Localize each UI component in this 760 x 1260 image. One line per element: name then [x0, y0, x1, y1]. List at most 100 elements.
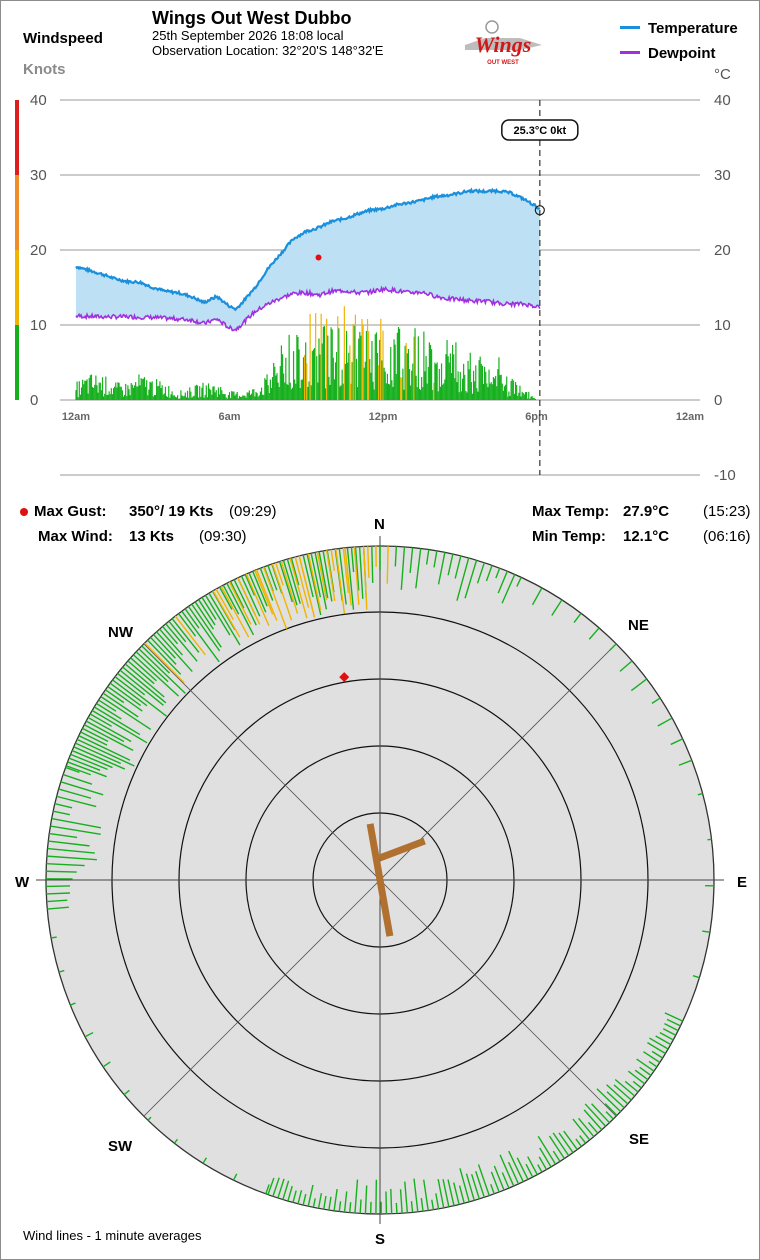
min-temp-value-text: 12.1°C [623, 528, 670, 545]
wind-direction-tick [648, 1060, 658, 1068]
wind-direction-tick [338, 548, 347, 605]
wind-direction-tick [649, 1037, 669, 1050]
wind-direction-tick [692, 975, 700, 979]
wind-direction-tick [433, 550, 438, 568]
wind-direction-tick [552, 1150, 561, 1162]
wind-direction-tick [87, 716, 132, 743]
y-right-tick-label: 40 [714, 92, 731, 109]
wind-direction-tick [596, 1088, 622, 1113]
wind-direction-tick [290, 557, 300, 586]
wind-direction-tick [584, 1103, 607, 1127]
compass-se: SE [629, 1131, 650, 1148]
x-tick-label: 12am [676, 411, 704, 423]
x-tick-label: 12am [62, 411, 90, 423]
wind-direction-tick [310, 553, 322, 598]
dewpoint-swatch [620, 50, 640, 54]
wind-direction-tick [47, 906, 69, 910]
wind-direction-tick [171, 618, 200, 653]
max-gust-value-text: 350°/ 19 Kts [129, 503, 214, 520]
wind-direction-tick [58, 788, 92, 799]
wind-direction-tick [551, 599, 563, 616]
wind-direction-tick [664, 1023, 679, 1032]
wind-direction-tick [237, 577, 261, 625]
compass-w: W [15, 874, 30, 891]
current-readout-box [501, 119, 579, 141]
wind-direction-tick [255, 569, 278, 621]
wind-direction-tick [333, 1188, 338, 1211]
wind-direction-tick [254, 570, 274, 615]
wind-direction-tick [655, 1035, 672, 1046]
wind-direction-tick [575, 1138, 583, 1147]
wind-direction-tick [187, 606, 221, 652]
min-temp-time: (06:16) [703, 528, 751, 545]
wind-direction-tick [344, 547, 352, 606]
wind-direction-tick [282, 560, 298, 606]
compass-n: N [374, 516, 385, 533]
wind-direction-tick [46, 862, 85, 867]
wind-direction-tick [316, 551, 328, 601]
wind-direction-tick [155, 631, 193, 673]
logo-subtext: OUT WEST [487, 60, 519, 66]
wings-logo: Wings OUT WEST [465, 20, 542, 66]
gust-marker-icon [339, 672, 350, 683]
wind-direction-tick [464, 560, 478, 599]
wind-direction-tick [390, 1188, 393, 1214]
wind-direction-tick [664, 1012, 684, 1022]
wind-direction-tick [318, 551, 329, 599]
wind-direction-tick [606, 1084, 629, 1105]
legend-temperature-label: Temperature [648, 20, 738, 37]
wind-direction-tick [141, 645, 170, 674]
wind-direction-tick [70, 753, 108, 771]
wind-direction-tick [98, 699, 117, 712]
wind-direction-tick [208, 592, 241, 646]
wind-direction-tick [531, 587, 543, 606]
wind-direction-tick [632, 1080, 642, 1089]
current-readout-text: 25.3°C 0kt [513, 125, 566, 137]
wind-direction-tick [286, 558, 301, 604]
wind-direction-tick [678, 759, 693, 766]
wind-direction-tick [46, 892, 70, 895]
max-temp-label: Max Temp: [532, 503, 609, 520]
gust-marker-icon [20, 508, 28, 516]
wind-direction-tick [215, 588, 234, 621]
wind-direction-tick [493, 1165, 505, 1191]
wind-direction-tick [437, 552, 446, 585]
wind-direction-tick [619, 660, 633, 672]
wind-direction-tick [265, 1184, 270, 1195]
wind-direction-tick [91, 709, 148, 744]
wind-direction-tick [323, 1195, 327, 1210]
wind-direction-tick [614, 1078, 636, 1097]
wind-direction-tick [395, 1202, 398, 1214]
wind-direction-tick [423, 1179, 429, 1211]
wind-direction-tick [490, 1184, 495, 1195]
wind-direction-tick [338, 1201, 342, 1212]
footer-note: Wind lines - 1 minute averages [23, 1228, 202, 1243]
wind-direction-tick [538, 1156, 548, 1170]
wind-direction-tick [147, 1116, 152, 1121]
wind-direction-tick [454, 555, 462, 579]
wind-direction-tick [627, 1070, 646, 1085]
wind-direction-tick [240, 575, 261, 617]
wind-direction-tick [54, 803, 73, 809]
y-right-tick-label: 20 [714, 242, 731, 259]
wind-direction-tick [358, 546, 364, 599]
logo-wings-shape [465, 38, 542, 50]
min-temp-value: 12.1°C [623, 528, 669, 545]
wind-direction-tick [244, 574, 256, 596]
max-gust-time: (09:29) [229, 503, 277, 520]
wind-direction-tick [272, 1177, 280, 1197]
wind-direction-tick [83, 724, 134, 752]
wind-direction-tick [605, 1111, 614, 1120]
windspeed-scale-band [15, 100, 19, 175]
wind-direction-tick [184, 608, 200, 629]
windspeed-scale-band [15, 250, 19, 325]
wind-direction-tick [410, 1201, 414, 1213]
wind-direction-tick [476, 562, 485, 584]
wind-direction-tick [112, 679, 148, 707]
wind-direction-tick [302, 1193, 307, 1206]
compass-e: E [737, 874, 748, 891]
date-line: 25th September 2026 18:08 local [152, 28, 344, 43]
wind-direction-tick [350, 547, 355, 573]
wind-direction-tick [165, 623, 198, 662]
